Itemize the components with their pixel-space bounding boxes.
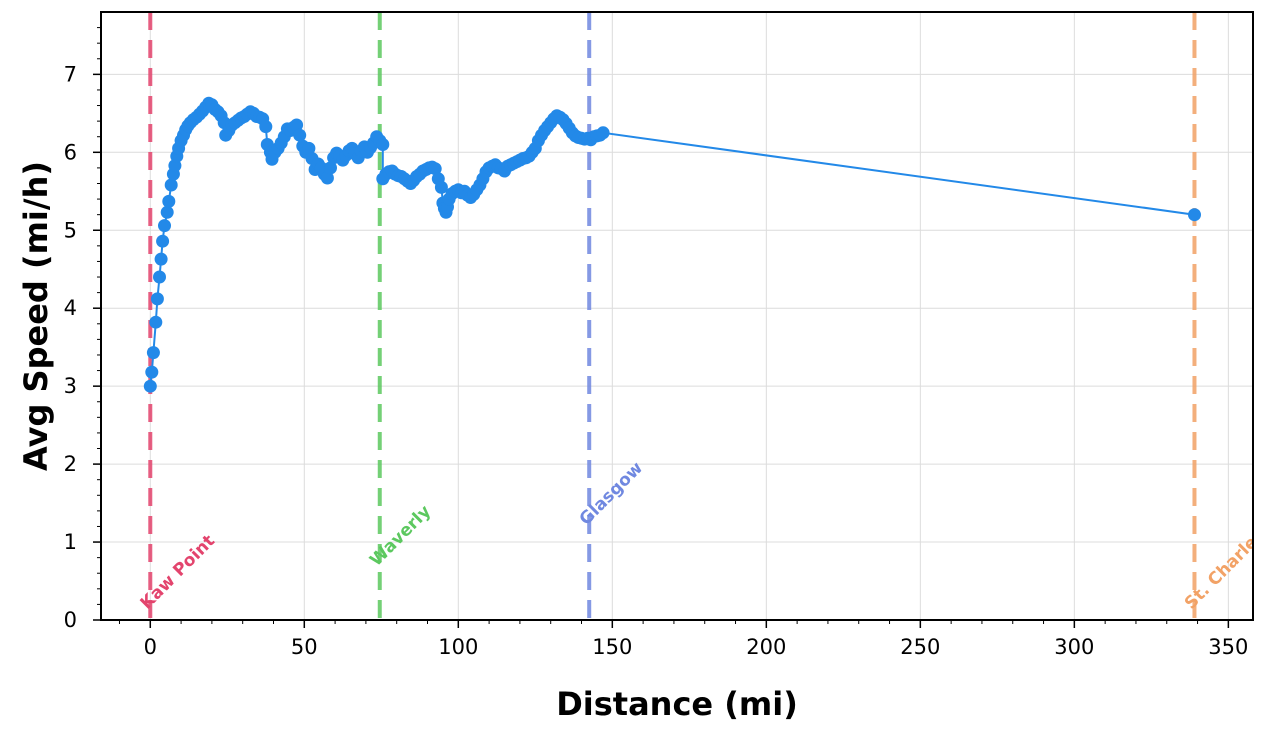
y-tick-label: 5 <box>64 218 77 242</box>
x-tick-label: 350 <box>1208 635 1248 659</box>
speed-point <box>293 128 307 142</box>
speed-point <box>324 161 337 175</box>
speed-series <box>143 96 1201 393</box>
x-tick-label: 50 <box>291 635 318 659</box>
y-axis-title: Avg Speed (mi/h) <box>17 161 55 471</box>
speed-point <box>428 162 442 176</box>
x-tick-label: 150 <box>592 635 632 659</box>
speed-point <box>596 126 610 140</box>
speed-point <box>434 180 448 194</box>
y-tick-label: 3 <box>64 374 77 398</box>
stop-label: St. Charles <box>1181 525 1269 613</box>
x-tick-label: 250 <box>900 635 940 659</box>
speed-point <box>376 138 390 151</box>
speed-point <box>164 178 178 192</box>
speed-point <box>145 365 159 379</box>
speed-point <box>146 346 160 360</box>
y-tick-label: 0 <box>64 608 77 632</box>
stop-label: Waverly <box>366 502 435 571</box>
y-tick-label: 2 <box>64 452 77 476</box>
speed-point <box>156 234 170 248</box>
speed-point <box>154 252 168 266</box>
x-axis-title: Distance (mi) <box>556 685 798 723</box>
speed-point <box>143 379 157 393</box>
y-tick-label: 7 <box>64 62 77 86</box>
plot-frame <box>100 11 1254 621</box>
speed-point <box>149 315 163 329</box>
stop-label: Glasgow <box>576 458 648 530</box>
y-tick-label: 6 <box>64 140 77 164</box>
grid <box>101 12 1253 621</box>
axes: 0 50 100 150 200 250 300 350 0 1 2 3 4 5 6 7 <box>64 27 1248 659</box>
y-tick-label: 4 <box>64 296 77 320</box>
speed-point <box>150 292 164 306</box>
speed-point <box>158 219 171 233</box>
x-tick-label: 300 <box>1054 635 1094 659</box>
stop-markers <box>148 12 1197 620</box>
speed-point <box>320 171 334 185</box>
x-tick-label: 100 <box>438 635 478 659</box>
speed-point <box>162 194 176 208</box>
y-tick-label: 1 <box>64 530 77 554</box>
speed-point <box>1188 208 1201 222</box>
speed-point <box>153 270 166 284</box>
x-tick-label: 200 <box>746 635 786 659</box>
speed-point <box>160 205 174 219</box>
x-tick-label: 0 <box>144 635 157 659</box>
speed-point <box>290 118 304 132</box>
speed-point <box>259 120 273 134</box>
speed-point <box>302 141 316 155</box>
